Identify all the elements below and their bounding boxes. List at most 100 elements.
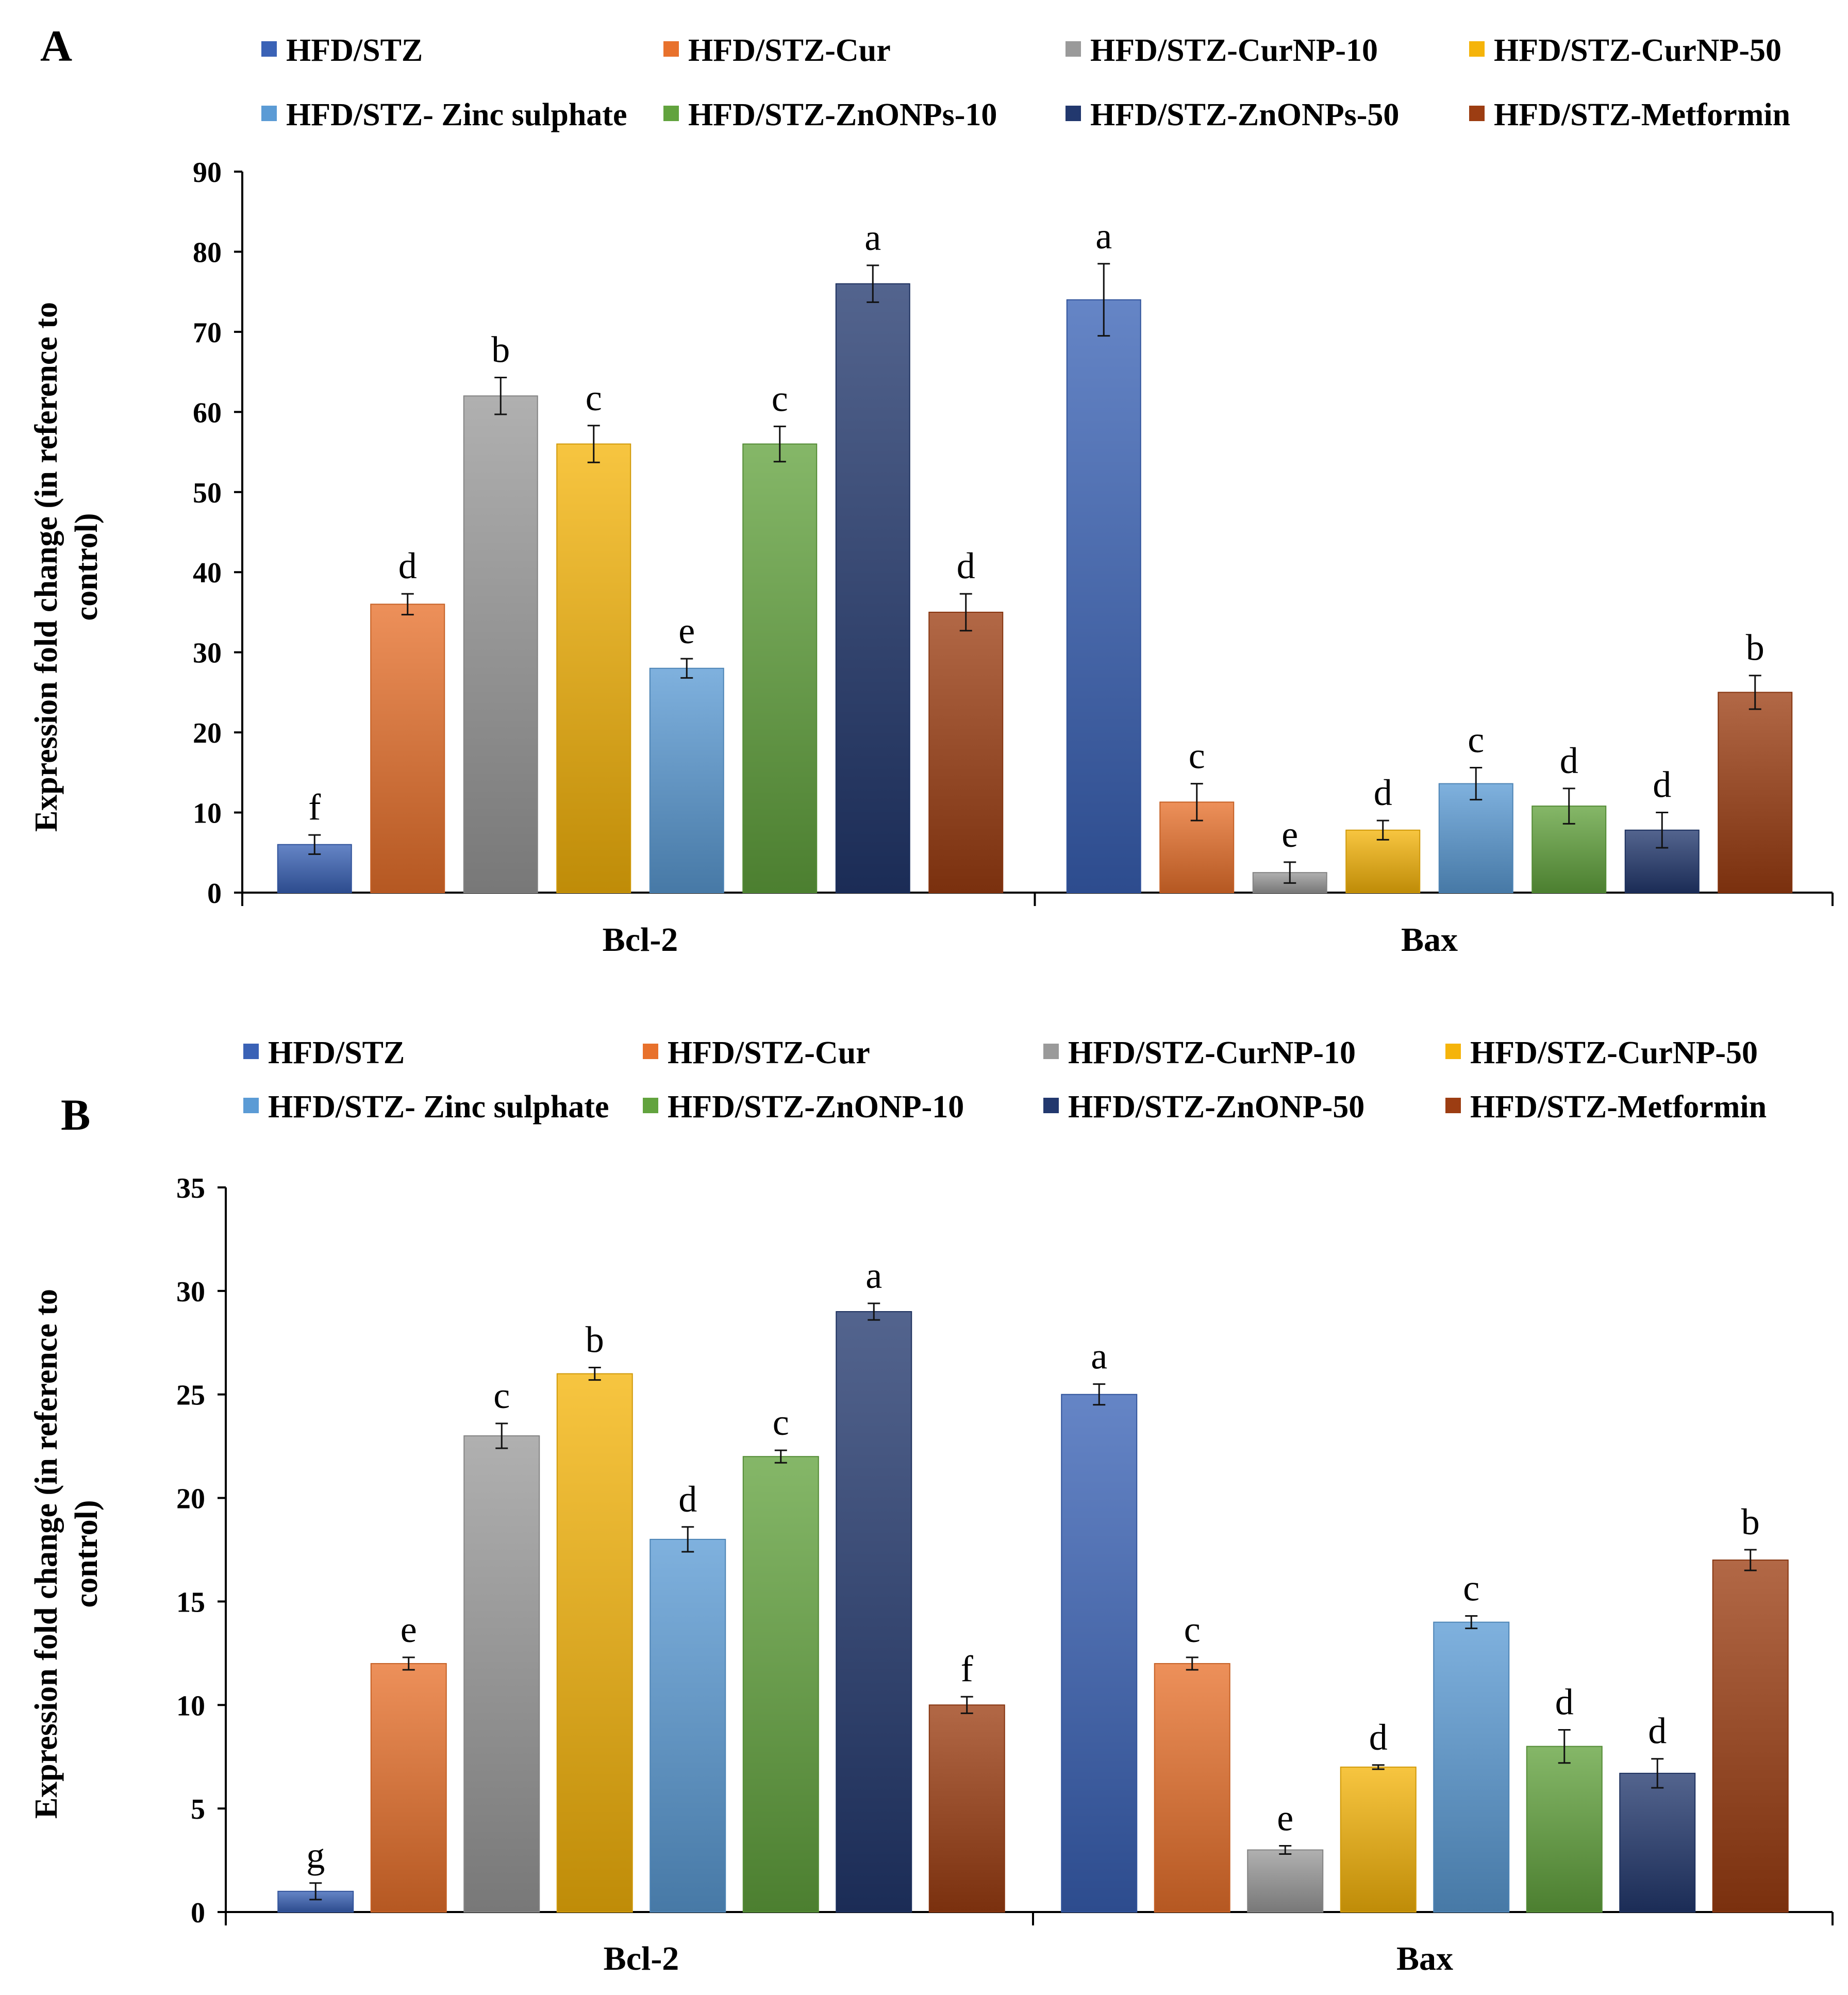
significance-letter: b	[586, 1319, 604, 1360]
bar	[370, 603, 445, 893]
bar	[928, 611, 1004, 893]
bar	[1154, 1663, 1230, 1913]
legend-swatch	[663, 106, 679, 121]
significance-letter: c	[772, 378, 788, 419]
significance-letter: f	[308, 786, 321, 828]
y-tick-label: 80	[193, 237, 222, 269]
bar	[370, 1663, 447, 1913]
y-tick-label: 10	[176, 1690, 205, 1722]
legend-swatch	[1043, 1044, 1059, 1059]
bar	[1247, 1849, 1324, 1913]
legend-item: HFD/STZ- Zinc sulphate	[243, 1089, 609, 1125]
bar	[742, 1456, 819, 1913]
significance-letter: b	[491, 329, 510, 370]
legend-item: HFD/STZ-ZnONP-50	[1043, 1089, 1364, 1125]
y-tick-label: 20	[176, 1483, 205, 1515]
bar	[556, 1373, 633, 1913]
bar	[463, 1435, 540, 1913]
bar	[1061, 1394, 1138, 1913]
panel-letter-b: B	[61, 1090, 90, 1139]
legend-label: HFD/STZ	[286, 33, 423, 68]
legend-label: HFD/STZ-CurNP-50	[1494, 33, 1782, 68]
significance-letter: d	[1648, 1711, 1667, 1752]
legend-swatch	[1469, 106, 1485, 121]
legend-label: HFD/STZ-Cur	[668, 1035, 870, 1070]
y-tick-label: 35	[176, 1172, 205, 1204]
legend-swatch	[261, 41, 277, 57]
legend-label: HFD/STZ-ZnONPs-50	[1090, 97, 1399, 132]
legend-item: HFD/STZ-CurNP-50	[1445, 1035, 1758, 1070]
significance-letter: d	[957, 545, 975, 586]
y-tick-label: 60	[193, 397, 222, 429]
panel-b: B HFD/STZ HFD/STZ-Cur HFD/STZ-CurNP-10 HFD/…	[29, 1035, 1834, 1977]
panel-a: A HFD/STZ HFD/STZ-Cur HFD/STZ-CurNP-10 HFD/…	[29, 21, 1834, 959]
category-label: Bax	[1401, 921, 1458, 959]
bar	[1433, 1621, 1510, 1913]
significance-letter: c	[586, 377, 602, 418]
legend-item: HFD/STZ-Cur	[643, 1035, 870, 1070]
legend-swatch	[643, 1098, 658, 1113]
significance-letter: g	[306, 1835, 325, 1876]
legend-label: HFD/STZ-Cur	[688, 33, 891, 68]
legend-item: HFD/STZ-Cur	[663, 33, 891, 68]
significance-letter: b	[1741, 1501, 1760, 1543]
significance-letter: c	[493, 1375, 510, 1416]
category-label: Bcl-2	[603, 921, 678, 959]
significance-letter: a	[1095, 215, 1112, 257]
legend-swatch	[643, 1044, 658, 1059]
legend-item: HFD/STZ-CurNP-10	[1065, 33, 1378, 68]
legend-swatch	[243, 1044, 259, 1059]
significance-letter: a	[864, 217, 881, 258]
bar	[556, 443, 631, 893]
significance-letter: b	[1746, 627, 1764, 668]
legend-item: HFD/STZ-ZnONPs-50	[1065, 97, 1399, 132]
y-tick-label: 30	[193, 638, 222, 669]
bar	[1066, 299, 1141, 894]
legend-item: HFD/STZ-CurNP-50	[1469, 33, 1782, 68]
legend-a: HFD/STZ HFD/STZ-Cur HFD/STZ-CurNP-10 HFD/ST…	[261, 33, 1790, 132]
legend-item: HFD/STZ- Zinc sulphate	[261, 97, 627, 132]
y-tick-label: 25	[176, 1380, 205, 1412]
y-tick-label: 0	[207, 878, 222, 910]
legend-swatch	[1065, 41, 1081, 57]
significance-letter: d	[1374, 772, 1392, 813]
y-axis-label-a: Expression fold change (in reference to …	[29, 302, 104, 832]
legend-swatch	[1445, 1098, 1461, 1113]
y-axis-label-line-1: Expression fold change (in reference to	[29, 302, 64, 832]
bar	[463, 395, 538, 893]
legend-label: HFD/STZ-Metformin	[1494, 97, 1790, 132]
y-tick-label: 30	[176, 1276, 205, 1308]
legend-item: HFD/STZ-ZnONP-10	[643, 1089, 964, 1125]
y-axis-label-line-2: control)	[69, 1500, 104, 1608]
significance-letter: a	[865, 1255, 882, 1296]
legend-item: HFD/STZ-ZnONPs-10	[663, 97, 997, 132]
category-label: Bax	[1396, 1940, 1453, 1977]
significance-letter: d	[1555, 1681, 1574, 1722]
legend-label: HFD/STZ-ZnONP-10	[668, 1089, 964, 1125]
significance-letter: d	[398, 545, 417, 586]
y-tick-label: 90	[193, 157, 222, 189]
bar	[1718, 692, 1793, 894]
legend-swatch	[1445, 1044, 1461, 1059]
legend-swatch	[261, 106, 277, 121]
y-axis-label-line-1: Expression fold change (in reference to	[29, 1289, 64, 1819]
significance-letter: e	[678, 610, 695, 651]
y-tick-label: 15	[176, 1586, 205, 1618]
bar	[928, 1704, 1005, 1913]
significance-letter: e	[401, 1609, 417, 1650]
legend-label: HFD/STZ	[268, 1035, 405, 1070]
legend-swatch	[1065, 106, 1081, 121]
significance-letter: c	[1184, 1609, 1201, 1650]
significance-letter: d	[1369, 1717, 1388, 1758]
y-axis-label-line-2: control)	[69, 513, 104, 621]
bar	[1526, 1746, 1603, 1913]
legend-label: HFD/STZ- Zinc sulphate	[268, 1089, 609, 1125]
panel-letter-a: A	[40, 21, 72, 71]
significance-letter: c	[1468, 719, 1484, 761]
legend-label: HFD/STZ- Zinc sulphate	[286, 97, 627, 132]
significance-letter: a	[1091, 1336, 1107, 1377]
significance-letter: d	[1653, 764, 1671, 806]
significance-letter: c	[1463, 1568, 1479, 1609]
bar	[835, 283, 910, 893]
legend-label: HFD/STZ-CurNP-10	[1090, 33, 1378, 68]
